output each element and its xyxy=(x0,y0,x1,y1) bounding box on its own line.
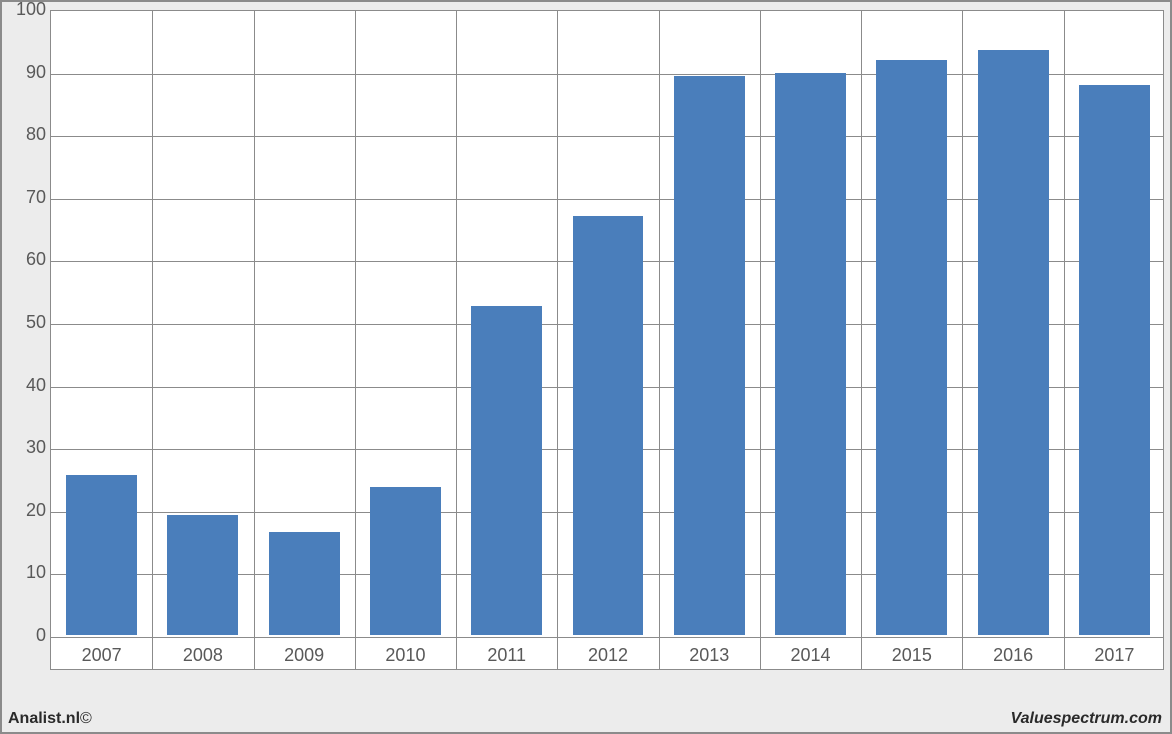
gridline-vertical xyxy=(962,11,963,669)
x-tick-label: 2012 xyxy=(557,645,658,666)
bar xyxy=(674,76,745,635)
bar xyxy=(1079,85,1150,635)
y-tick-label: 60 xyxy=(6,249,46,270)
gridline-vertical xyxy=(760,11,761,669)
x-tick-label: 2013 xyxy=(659,645,760,666)
x-tick-label: 2008 xyxy=(152,645,253,666)
y-tick-label: 50 xyxy=(6,312,46,333)
gridline-vertical xyxy=(557,11,558,669)
gridline-vertical xyxy=(355,11,356,669)
chart-outer-frame: 2007200820092010201120122013201420152016… xyxy=(0,0,1172,734)
bar xyxy=(876,60,947,635)
x-tick-label: 2014 xyxy=(760,645,861,666)
x-tick-label: 2016 xyxy=(962,645,1063,666)
gridline-vertical xyxy=(659,11,660,669)
footer-right: Valuespectrum.com xyxy=(1011,710,1162,728)
y-tick-label: 30 xyxy=(6,437,46,458)
footer-left: Analist.nl© xyxy=(8,710,92,728)
y-tick-label: 80 xyxy=(6,124,46,145)
gridline-vertical xyxy=(1064,11,1065,669)
gridline-vertical xyxy=(456,11,457,669)
x-tick-label: 2015 xyxy=(861,645,962,666)
x-tick-label: 2011 xyxy=(456,645,557,666)
bar xyxy=(269,532,340,635)
bar xyxy=(370,487,441,635)
y-tick-label: 90 xyxy=(6,62,46,83)
gridline-vertical xyxy=(254,11,255,669)
plot-area: 2007200820092010201120122013201420152016… xyxy=(50,10,1164,670)
x-tick-label: 2009 xyxy=(254,645,355,666)
x-tick-label: 2017 xyxy=(1064,645,1165,666)
footer-left-text: Analist.nl xyxy=(8,710,80,727)
x-axis-line xyxy=(51,637,1163,638)
bar xyxy=(573,216,644,635)
bar xyxy=(978,50,1049,635)
y-tick-label: 20 xyxy=(6,500,46,521)
y-tick-label: 40 xyxy=(6,375,46,396)
y-tick-label: 100 xyxy=(6,0,46,20)
bar xyxy=(775,73,846,635)
y-tick-label: 10 xyxy=(6,562,46,583)
bar xyxy=(66,475,137,635)
bar xyxy=(167,515,238,635)
bar xyxy=(471,306,542,635)
gridline-vertical xyxy=(152,11,153,669)
y-tick-label: 70 xyxy=(6,187,46,208)
gridline-vertical xyxy=(861,11,862,669)
y-tick-label: 0 xyxy=(6,625,46,646)
x-tick-label: 2010 xyxy=(355,645,456,666)
x-tick-label: 2007 xyxy=(51,645,152,666)
footer-left-suffix: © xyxy=(80,710,92,727)
